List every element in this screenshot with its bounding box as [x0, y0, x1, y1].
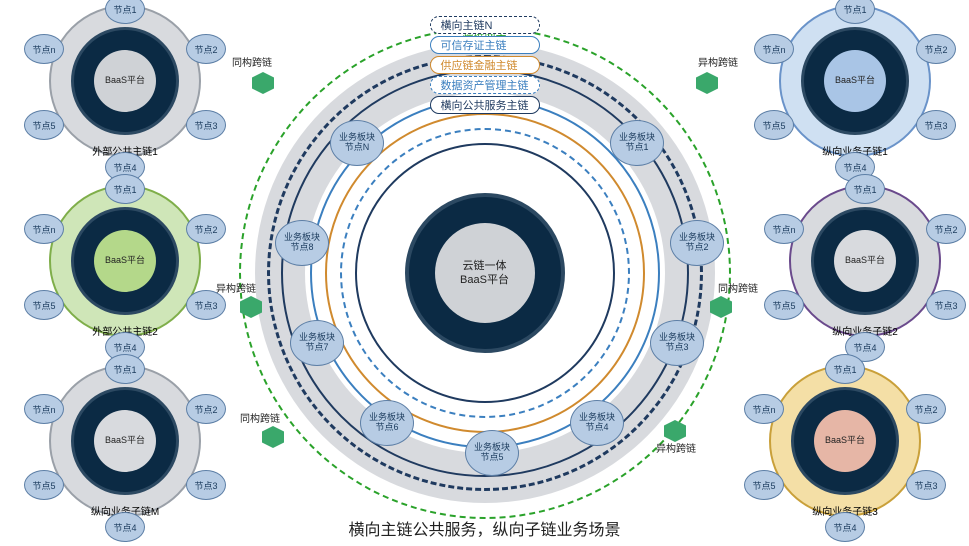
biz-node: 业务板块 节点6: [360, 400, 414, 446]
cluster-node: 节点4: [105, 512, 145, 542]
cluster-node: 节点2: [926, 214, 966, 244]
cluster-node: 节点2: [186, 394, 226, 424]
cluster-node: 节点5: [24, 110, 64, 140]
connector-label: 同构跨链: [232, 54, 272, 69]
cluster-node: 节点2: [906, 394, 946, 424]
cluster-core: BaaS平台: [94, 50, 156, 112]
diagram-caption: 横向主链公共服务，纵向子链业务场景: [348, 516, 620, 540]
cluster-node: 节点1: [825, 354, 865, 384]
cluster-node: 节点2: [916, 34, 956, 64]
connector-label: 异构跨链: [216, 280, 256, 295]
cluster-node: 节点5: [754, 110, 794, 140]
cluster: BaaS平台外部公共主链1节点1节点2节点3节点4节点5节点n: [30, 0, 220, 180]
core-label: 云链一体 BaaS平台: [435, 223, 535, 323]
cluster-node: 节点n: [24, 214, 64, 244]
cluster-node: 节点4: [825, 512, 865, 542]
cluster-node: 节点n: [764, 214, 804, 244]
cluster-node: 节点2: [186, 214, 226, 244]
connector-label: 同构跨链: [240, 410, 280, 425]
cluster-node: 节点n: [24, 34, 64, 64]
cluster: BaaS平台纵向业务子链3节点1节点2节点3节点4节点5节点n: [750, 360, 940, 540]
biz-node: 业务板块 节点1: [610, 120, 664, 166]
cluster-node: 节点1: [105, 174, 145, 204]
ring-label: 数据资产管理主链: [430, 76, 540, 94]
cluster-node: 节点3: [926, 290, 966, 320]
cluster-core: BaaS平台: [94, 410, 156, 472]
cluster-node: 节点n: [754, 34, 794, 64]
connector-label: 异构跨链: [656, 440, 696, 455]
cluster-node: 节点1: [845, 174, 885, 204]
cluster: BaaS平台纵向业务子链M节点1节点2节点3节点4节点5节点n: [30, 360, 220, 540]
ring-label: 横向主链N: [430, 16, 540, 34]
gateway-icon: [262, 426, 284, 448]
cluster-core: BaaS平台: [94, 230, 156, 292]
biz-node: 业务板块 节点5: [465, 430, 519, 476]
cluster: BaaS平台纵向业务子链1节点1节点2节点3节点4节点5节点n: [760, 0, 950, 180]
cluster-node: 节点3: [906, 470, 946, 500]
cluster-node: 节点1: [105, 354, 145, 384]
ring-label: 横向公共服务主链: [430, 96, 540, 114]
cluster-core: BaaS平台: [814, 410, 876, 472]
biz-node: 业务板块 节点3: [650, 320, 704, 366]
cluster: BaaS平台纵向业务子链2节点1节点2节点3节点4节点5节点n: [770, 180, 960, 360]
biz-node: 业务板块 节点4: [570, 400, 624, 446]
biz-node: 业务板块 节点7: [290, 320, 344, 366]
cluster-node: 节点2: [186, 34, 226, 64]
cluster-core: BaaS平台: [834, 230, 896, 292]
cluster-node: 节点5: [24, 470, 64, 500]
cluster: BaaS平台外部公共主链2节点1节点2节点3节点4节点5节点n: [30, 180, 220, 360]
cluster-node: 节点3: [186, 290, 226, 320]
cluster-node: 节点5: [24, 290, 64, 320]
diagram-stage: 跨链网关 云链一体 BaaS平台 横向主链N可信存证主链供应链金融主链数据资产管…: [0, 0, 969, 546]
cluster-node: 节点5: [764, 290, 804, 320]
cluster-node: 节点3: [916, 110, 956, 140]
biz-node: 业务板块 节点8: [275, 220, 329, 266]
gateway-icon: [252, 72, 274, 94]
cluster-node: 节点n: [744, 394, 784, 424]
gateway-icon: [696, 72, 718, 94]
cluster-core: BaaS平台: [824, 50, 886, 112]
ring-label: 供应链金融主链: [430, 56, 540, 74]
connector-label: 异构跨链: [698, 54, 738, 69]
cluster-node: 节点n: [24, 394, 64, 424]
biz-node: 业务板块 节点2: [670, 220, 724, 266]
cluster-node: 节点3: [186, 470, 226, 500]
biz-node: 业务板块 节点N: [330, 120, 384, 166]
cluster-node: 节点3: [186, 110, 226, 140]
ring-label: 可信存证主链: [430, 36, 540, 54]
ring-label-group: 横向主链N 可信存证主链供应链金融主链数据资产管理主链横向公共服务主链: [430, 14, 540, 114]
connector-label: 同构跨链: [718, 280, 758, 295]
cluster-node: 节点5: [744, 470, 784, 500]
